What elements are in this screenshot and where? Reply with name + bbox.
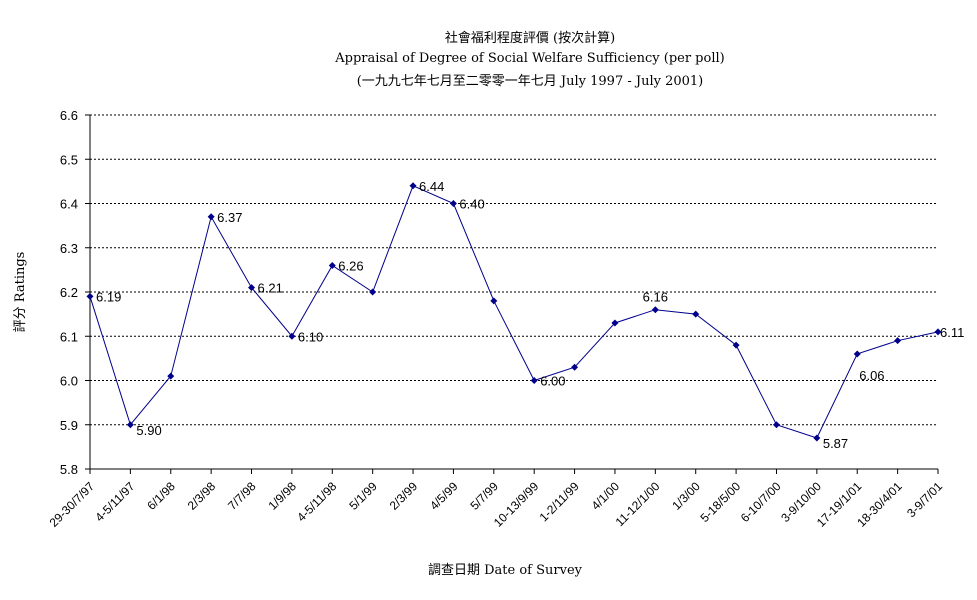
x-tick-label: 6/1/98	[144, 479, 178, 513]
data-point	[490, 297, 498, 305]
x-tick-label: 1-2/11/99	[537, 479, 582, 524]
x-tick-label: 2/3/99	[387, 479, 421, 513]
chart-title: 社會福利程度評價 (按次計算)	[445, 30, 615, 46]
data-point	[894, 337, 902, 345]
x-tick-label: 3-9/7/01	[904, 479, 945, 520]
data-label: 6.19	[96, 289, 121, 304]
data-point	[248, 284, 256, 292]
data-point	[692, 310, 700, 318]
data-point	[651, 306, 659, 314]
data-point	[530, 377, 538, 384]
data-label: 6.26	[338, 258, 363, 273]
x-tick-label: 7/7/98	[225, 479, 259, 513]
data-label: 6.37	[217, 210, 242, 225]
x-tick-label: 10-13/9/99	[491, 479, 542, 530]
x-tick-label: 11-12/1/00	[613, 479, 663, 529]
data-label: 6.10	[298, 329, 323, 344]
x-tick-label: 5-18/5/00	[697, 479, 743, 525]
data-point	[86, 292, 94, 300]
x-tick-label: 4/5/99	[427, 479, 461, 513]
x-tick-label: 4/1/00	[589, 479, 623, 513]
x-tick-label: 4-5/11/97	[92, 479, 137, 524]
data-label: 6.06	[859, 368, 884, 383]
x-tick-label: 18-30/4/01	[854, 479, 905, 530]
y-axis-ticks: 5.8 5.9 6.0 6.1 6.2 6.3 6.4 6.5 6.6	[60, 108, 90, 477]
data-point	[207, 213, 215, 221]
data-label: 5.87	[823, 436, 848, 451]
data-point	[772, 421, 780, 429]
data-point	[449, 200, 457, 207]
y-tick-label: 6.3	[60, 241, 78, 256]
y-tick-label: 6.1	[60, 329, 78, 344]
gridlines	[90, 114, 938, 426]
data-point	[813, 434, 821, 442]
x-tick-label: 5/7/99	[467, 479, 501, 513]
data-label: 6.16	[643, 290, 668, 305]
data-point	[611, 319, 619, 327]
x-tick-label: 1/9/98	[266, 479, 300, 513]
x-tick-label: 5/1/99	[346, 479, 380, 513]
y-tick-label: 6.2	[60, 285, 78, 300]
y-tick-label: 6.5	[60, 152, 78, 167]
data-point	[853, 350, 861, 358]
x-tick-label: 2/3/98	[185, 479, 219, 513]
data-point	[288, 332, 296, 340]
data-point	[328, 261, 336, 269]
data-label: 6.00	[540, 374, 565, 389]
y-axis-label: 評分 Ratings	[13, 252, 28, 333]
chart-period: (一九九七年七月至二零零一年七月 July 1997 - July 2001)	[357, 74, 704, 89]
chart-subtitle: Appraisal of Degree of Social Welfare Su…	[334, 51, 724, 66]
data-label: 6.21	[258, 281, 283, 296]
y-tick-label: 5.8	[60, 462, 78, 477]
x-tick-label: 6-10/7/00	[738, 479, 784, 525]
data-point	[167, 372, 175, 380]
x-tick-label: 1/3/00	[669, 479, 703, 513]
data-point	[126, 421, 134, 429]
x-tick-label: 4-5/11/98	[294, 479, 339, 524]
y-tick-label: 5.9	[60, 418, 78, 433]
x-axis-label: 調查日期 Date of Survey	[428, 563, 583, 578]
data-point	[732, 341, 740, 349]
data-labels: 6.19 5.90 6.37 6.21 6.10 6.26 6.44 6.40 6.00 6.16…	[96, 179, 964, 451]
data-point	[409, 182, 417, 190]
data-point	[369, 288, 377, 296]
x-tick-label: 29-30/7/97	[47, 479, 98, 530]
data-point	[934, 328, 942, 336]
y-tick-label: 6.4	[60, 197, 78, 212]
data-label: 6.44	[419, 179, 444, 194]
series-line	[89, 185, 939, 439]
y-tick-label: 6.0	[60, 374, 78, 389]
data-label: 5.90	[136, 423, 161, 438]
y-tick-label: 6.6	[60, 108, 78, 123]
data-label: 6.11	[940, 325, 964, 340]
data-points	[86, 182, 942, 442]
data-label: 6.40	[459, 197, 484, 212]
data-point	[571, 363, 579, 371]
x-axis-ticks: 29-30/7/974-5/11/97 6/1/98 2/3/98 7/7/98 1/9…	[47, 469, 945, 530]
